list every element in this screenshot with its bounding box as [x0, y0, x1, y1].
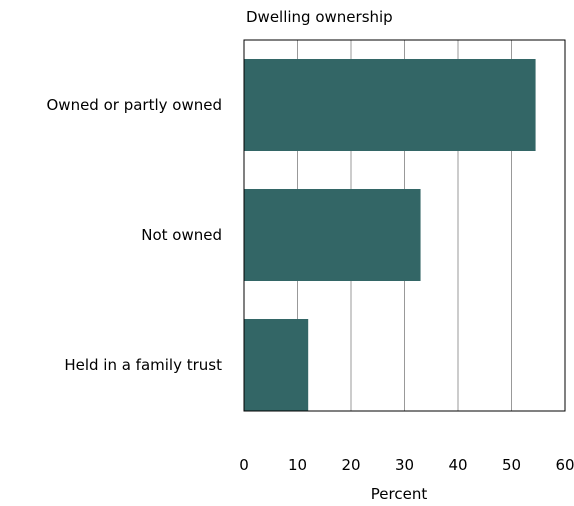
x-axis-label: Percent — [371, 485, 428, 503]
x-tick-labels: 0 10 20 30 40 50 60 — [239, 456, 574, 474]
bar-1 — [244, 189, 421, 281]
bars — [244, 59, 536, 411]
x-tick-label-1: 10 — [288, 456, 307, 474]
category-label-2: Held in a family trust — [64, 356, 222, 374]
x-tick-label-4: 40 — [448, 456, 467, 474]
chart-title: Dwelling ownership — [246, 8, 393, 26]
category-label-1: Not owned — [141, 226, 222, 244]
axes — [243, 39, 566, 412]
category-labels: Owned or partly owned Not owned Held in a … — [47, 96, 223, 374]
x-tick-label-2: 20 — [341, 456, 360, 474]
x-tick-label-5: 50 — [502, 456, 521, 474]
x-tick-label-6: 60 — [555, 456, 574, 474]
category-label-0: Owned or partly owned — [47, 96, 223, 114]
x-tick-label-0: 0 — [239, 456, 249, 474]
bar-2 — [244, 319, 309, 411]
x-tick-label-3: 30 — [395, 456, 414, 474]
bar-0 — [244, 59, 536, 151]
plot-frame — [243, 39, 566, 412]
